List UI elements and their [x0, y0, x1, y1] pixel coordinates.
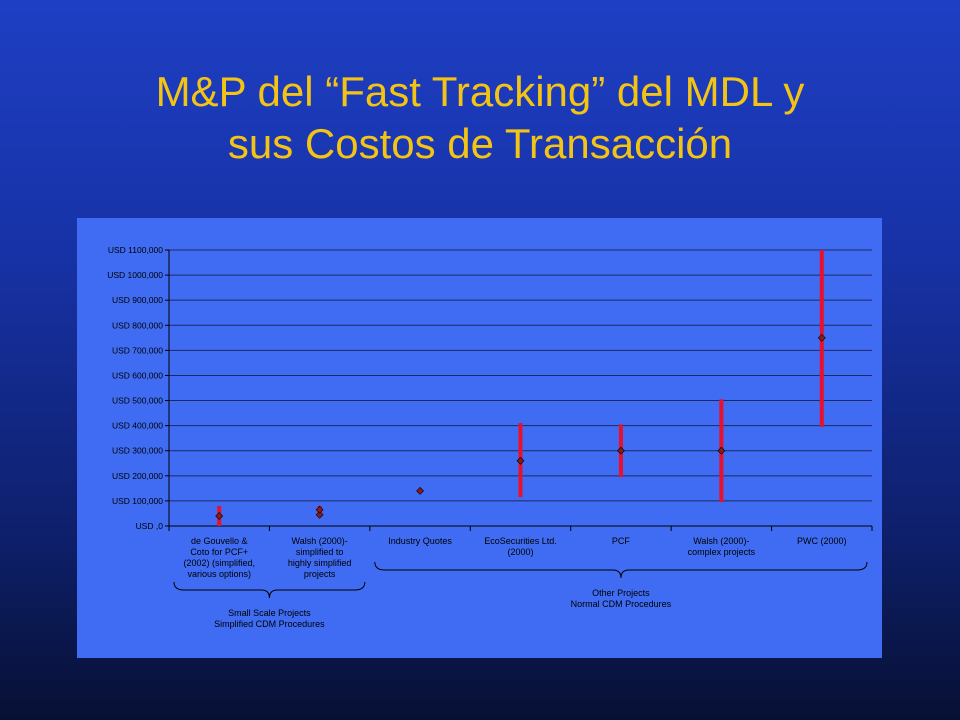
value-marker — [617, 446, 625, 455]
y-tick-label: USD ,0 — [136, 521, 164, 531]
group-label: Normal CDM Procedures — [571, 599, 672, 609]
y-tick-label: USD 800,000 — [112, 320, 163, 330]
value-marker — [416, 486, 424, 495]
category-label: Walsh (2000)- — [292, 536, 348, 546]
category-label: PCF — [612, 536, 631, 546]
y-tick-label: USD 500,000 — [112, 396, 163, 406]
category-label: various options) — [187, 569, 251, 579]
category-label: (2002) (simplified, — [183, 558, 255, 568]
category-label: simplified to — [296, 547, 344, 557]
y-tick-label: USD 1100,000 — [108, 245, 163, 255]
y-tick-label: USD 1000,000 — [107, 270, 163, 280]
y-tick-label: USD 600,000 — [112, 370, 163, 380]
value-marker — [516, 456, 525, 465]
category-label: Industry Quotes — [388, 536, 452, 546]
range-chart: USD ,0 USD 100,000 USD 200,000 USD 300,000 U… — [107, 245, 873, 629]
value-marker — [315, 510, 324, 519]
category-label: highly simplified — [288, 558, 352, 568]
category-label: EcoSecurities Ltd. — [484, 536, 557, 546]
y-tick-label: USD 400,000 — [112, 421, 163, 431]
value-marker — [717, 446, 726, 455]
y-tick-label: USD 900,000 — [112, 295, 163, 305]
category-label: projects — [304, 569, 336, 579]
category-label: PWC (2000) — [797, 536, 847, 546]
chart-panel: USD ,0 USD 100,000 USD 200,000 USD 300,000 U… — [77, 218, 882, 658]
group-label: Small Scale Projects — [228, 608, 311, 618]
category-label: complex projects — [688, 547, 756, 557]
group-brace — [374, 561, 868, 579]
value-marker — [315, 505, 324, 514]
category-label: Walsh (2000)- — [693, 536, 749, 546]
slide-title-line-1: M&P del “Fast Tracking” del MDL y — [155, 68, 805, 115]
value-marker — [817, 333, 826, 342]
group-brace — [173, 581, 366, 599]
category-label: de Gouvello & — [191, 536, 248, 546]
y-tick-label: USD 200,000 — [112, 471, 163, 481]
category-label: Coto for PCF+ — [190, 547, 248, 557]
value-marker — [215, 512, 224, 520]
slide-title-line-2: sus Costos de Transacción — [227, 120, 733, 167]
y-tick-label: USD 700,000 — [112, 345, 163, 355]
slide-title: M&P del “Fast Tracking” del MDL y sus Co… — [0, 66, 960, 170]
group-label: Other Projects — [592, 588, 650, 598]
group-label: Simplified CDM Procedures — [214, 619, 325, 629]
category-label: (2000) — [507, 547, 533, 557]
y-tick-label: USD 300,000 — [112, 446, 163, 456]
y-tick-label: USD 100,000 — [112, 496, 163, 506]
